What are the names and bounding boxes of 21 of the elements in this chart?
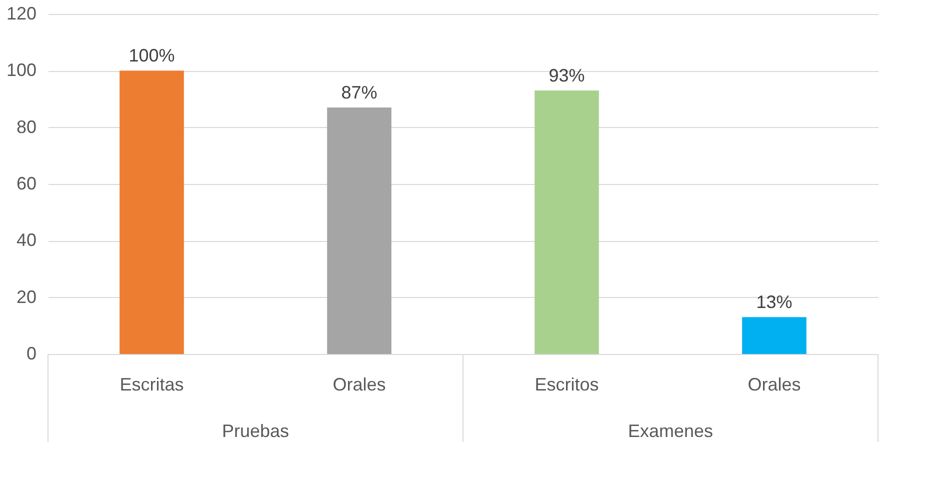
y-tick-label: 20: [16, 286, 36, 307]
y-tick-label: 80: [16, 116, 36, 137]
y-tick-label: 0: [26, 344, 36, 364]
x-tick-label: Orales: [332, 374, 386, 394]
y-tick-label: 100: [6, 60, 36, 80]
x-tick-label: Orales: [748, 374, 801, 394]
bar: [327, 108, 392, 354]
data-label: 100%: [128, 46, 175, 66]
bar: [120, 70, 184, 354]
bar: [742, 317, 806, 354]
data-label: 93%: [548, 66, 585, 86]
y-tick-label: 60: [16, 174, 36, 194]
y-tick-label: 40: [16, 230, 36, 250]
y-tick-label: 120: [6, 4, 36, 24]
x-tick-label: Escritos: [534, 374, 599, 394]
text: Pruebas: [222, 421, 290, 441]
data-label: 87%: [341, 82, 378, 102]
bar: [534, 90, 599, 354]
text: Examenes: [628, 421, 714, 441]
data-label: 13%: [756, 292, 792, 312]
x-tick-label: Escritas: [120, 374, 184, 394]
